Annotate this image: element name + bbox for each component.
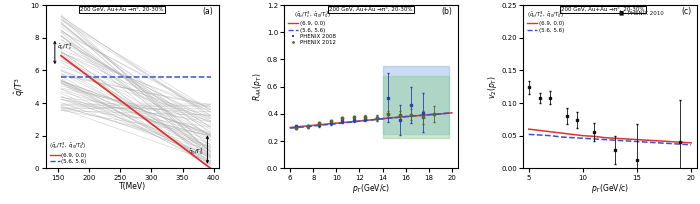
Y-axis label: $R_{AA}(p_T)$: $R_{AA}(p_T)$ — [251, 72, 264, 101]
Text: (a): (a) — [203, 7, 214, 16]
Legend: (6.9, 0.0), (5.6, 5.6): (6.9, 0.0), (5.6, 5.6) — [48, 139, 88, 165]
Legend: (6.9, 0.0), (5.6, 5.6): (6.9, 0.0), (5.6, 5.6) — [526, 8, 566, 34]
Text: (b): (b) — [442, 7, 452, 16]
Text: $\hat{q}_c/T_c^3$: $\hat{q}_c/T_c^3$ — [57, 41, 73, 52]
X-axis label: $p_T$(GeV/c): $p_T$(GeV/c) — [352, 182, 390, 195]
Legend: (6.9, 0.0), (5.6, 5.6), PHENIX 2008, PHENIX 2012: (6.9, 0.0), (5.6, 5.6), PHENIX 2008, PHE… — [287, 8, 337, 47]
Text: 200 GeV, Au+Au →π°, 20-30%: 200 GeV, Au+Au →π°, 20-30% — [561, 7, 645, 12]
X-axis label: T(MeV): T(MeV) — [118, 182, 146, 191]
Text: ■  PHENIX 2010: ■ PHENIX 2010 — [619, 10, 664, 15]
X-axis label: $p_T$(GeV/c): $p_T$(GeV/c) — [591, 182, 629, 195]
Text: 200 GeV, Au+Au →π°, 20-30%: 200 GeV, Au+Au →π°, 20-30% — [329, 7, 413, 12]
Y-axis label: $\hat{q}/T^3$: $\hat{q}/T^3$ — [13, 77, 27, 96]
Y-axis label: $v_2(p_T)$: $v_2(p_T)$ — [486, 75, 498, 99]
Text: $\hat{q}_0/T_0^3$: $\hat{q}_0/T_0^3$ — [188, 147, 204, 157]
Text: 200 GeV, Au+Au →π°, 20-30%: 200 GeV, Au+Au →π°, 20-30% — [80, 7, 163, 12]
Text: (c): (c) — [681, 7, 692, 16]
